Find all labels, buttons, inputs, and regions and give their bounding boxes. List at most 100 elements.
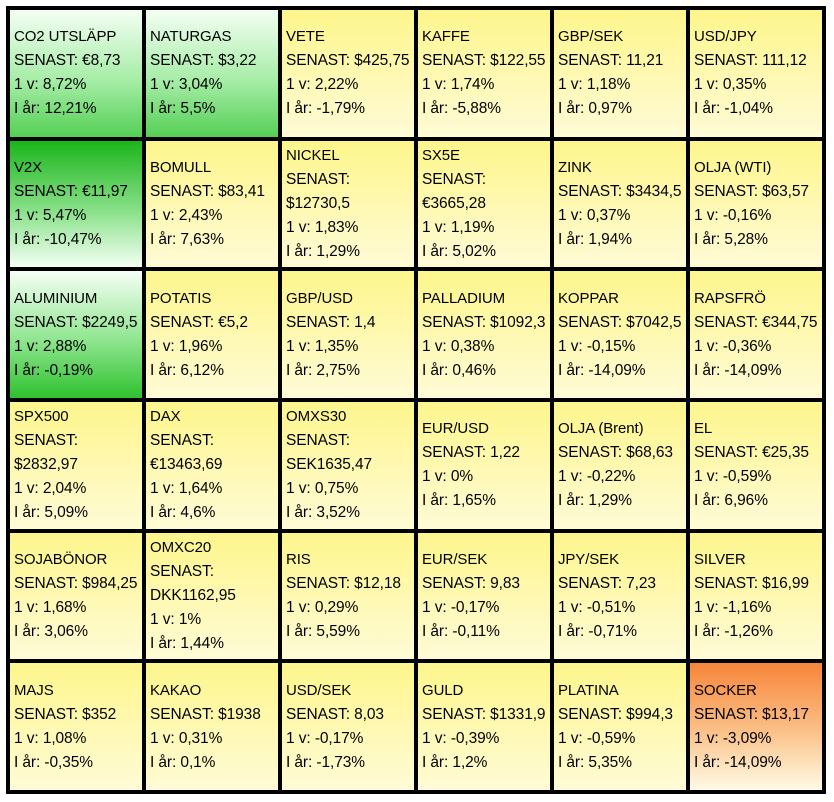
last-label: SENAST: [422,444,486,462]
last-row: SENAST: 1,4 [286,311,412,335]
week-row: 1 v: -0,51% [558,596,684,620]
last-row: SENAST: $3434,5 [558,180,684,204]
ytd-label: I år: [286,504,313,522]
last-label: SENAST: [558,52,622,70]
last-label: SENAST: [422,170,486,188]
tile-olja-wti[interactable]: OLJA (WTI) SENAST: $63,57 1 v: -0,16% I år:… [690,140,822,268]
week-value: 1% [178,610,202,628]
tile-eur-usd[interactable]: EUR/USD SENAST: 1,22 1 v: 0% I år: 1,65% [418,401,550,529]
tile-co2-utsläpp[interactable]: CO2 UTSLÄPP SENAST: €8,73 1 v: 8,72% I år: … [10,10,142,137]
ytd-label: I år: [150,361,177,379]
tile-bomull[interactable]: BOMULL SENAST: $83,41 1 v: 2,43% I år: 7,63… [146,140,278,268]
week-label: 1 v: [422,76,447,94]
ytd-label: I år: [558,361,585,379]
tile-usd-jpy[interactable]: USD/JPY SENAST: 111,12 1 v: 0,35% I år: -1,… [690,10,822,137]
tile-olja-brent[interactable]: OLJA (Brent) SENAST: $68,63 1 v: -0,22% I å… [554,401,686,529]
ytd-row: I år: 1,44% [150,632,276,656]
last-label: SENAST: [150,562,214,580]
tile-name: VETE [286,28,325,46]
tile-omxc20[interactable]: OMXC20 SENAST: DKK1162,95 1 v: 1% I år: 1,44… [146,532,278,660]
week-label: 1 v: [286,337,311,355]
tile-name: SOCKER [694,681,757,699]
tile-majs[interactable]: MAJS SENAST: $352 1 v: 1,08% I år: -0,35% [10,663,142,790]
tile-dax[interactable]: DAX SENAST: €13463,69 1 v: 1,64% I år: 4,6% [146,401,278,529]
last-row: SENAST: 1,22 [422,441,548,465]
ytd-row: I år: -14,09% [694,751,820,775]
last-row: SENAST: €25,35 [694,441,820,465]
week-label: 1 v: [14,480,39,498]
week-row: 1 v: 1,35% [286,335,412,359]
tile-vete[interactable]: VETE SENAST: $425,75 1 v: 2,22% I år: -1,79… [282,10,414,137]
tile-guld[interactable]: GULD SENAST: $1331,9 1 v: -0,39% I år: 1,2% [418,663,550,790]
ytd-row: I år: 1,94% [558,228,684,252]
tile-spx500[interactable]: SPX500 SENAST: $2832,97 1 v: 2,04% I år: 5,0… [10,401,142,529]
tile-koppar[interactable]: KOPPAR SENAST: $7042,5 1 v: -0,15% I år: -1… [554,271,686,398]
last-label: SENAST: [14,182,78,200]
ytd-value: 1,2% [452,753,488,771]
week-row: 1 v: 1,18% [558,73,684,97]
ytd-value: -5,88% [452,100,501,118]
last-label: SENAST: [422,313,486,331]
week-row: 1 v: -0,16% [694,204,820,228]
week-row: 1 v: 0,29% [286,596,412,620]
last-row: SENAST: $13,17 [694,703,820,727]
tile-ris[interactable]: RIS SENAST: $12,18 1 v: 0,29% I år: 5,59% [282,532,414,660]
week-value: -0,51% [586,598,636,616]
week-value: 1,96% [178,337,223,355]
tile-aluminium[interactable]: ALUMINIUM SENAST: $2249,5 1 v: 2,88% I år: … [10,271,142,398]
tile-gbp-usd[interactable]: GBP/USD SENAST: 1,4 1 v: 1,35% I år: 2,75% [282,271,414,398]
tile-name: ALUMINIUM [14,289,98,307]
tile-name: SOJABÖNOR [14,550,108,568]
ytd-value: -1,73% [316,753,365,771]
week-row: 1 v: 0,38% [422,335,548,359]
last-label: SENAST: [286,52,350,70]
week-row: 1 v: 0,31% [150,727,276,751]
week-row: 1 v: 1,19% [422,216,548,240]
ytd-label: I år: [422,492,449,510]
ytd-value: 1,44% [180,634,224,652]
tile-el[interactable]: EL SENAST: €25,35 1 v: -0,59% I år: 6,96% [690,401,822,529]
ytd-row: I år: -1,73% [286,751,412,775]
tile-kakao[interactable]: KAKAO SENAST: $1938 1 v: 0,31% I år: 0,1% [146,663,278,790]
tile-omxs30[interactable]: OMXS30 SENAST: SEK1635,47 1 v: 0,75% I år: 3… [282,401,414,529]
tile-nickel[interactable]: NICKEL SENAST: $12730,5 1 v: 1,83% I år: 1,2… [282,140,414,268]
tile-zink[interactable]: ZINK SENAST: $3434,5 1 v: 0,37% I år: 1,94% [554,140,686,268]
week-value: 2,88% [42,337,87,355]
week-row: 1 v: -0,59% [558,727,684,751]
last-value: $68,63 [626,444,673,462]
week-row: 1 v: 2,22% [286,73,412,97]
tile-rapsfrö[interactable]: RAPSFRÖ SENAST: €344,75 1 v: -0,36% I år: -… [690,271,822,398]
tile-socker[interactable]: SOCKER SENAST: $13,17 1 v: -3,09% I år: -14… [690,663,822,790]
tile-name: OMXC20 [150,538,212,556]
tile-sx5e[interactable]: SX5E SENAST: €3665,28 1 v: 1,19% I år: 5,02% [418,140,550,268]
last-row: SENAST: 111,12 [694,49,820,73]
last-row: SENAST: 11,21 [558,49,684,73]
last-value: €5,2 [218,313,248,331]
tile-eur-sek[interactable]: EUR/SEK SENAST: 9,83 1 v: -0,17% I år: -0,1… [418,532,550,660]
tile-kaffe[interactable]: KAFFE SENAST: $122,55 1 v: 1,74% I år: -5,8… [418,10,550,137]
week-value: 1,74% [450,76,495,94]
last-row: SENAST: $352 [14,703,140,727]
last-row: SENAST: $994,3 [558,703,684,727]
week-label: 1 v: [422,598,447,616]
tile-sojabönor[interactable]: SOJABÖNOR SENAST: $984,25 1 v: 1,68% I år: … [10,532,142,660]
week-label: 1 v: [694,468,719,486]
tile-silver[interactable]: SILVER SENAST: $16,99 1 v: -1,16% I år: -1,… [690,532,822,660]
last-value: 111,12 [762,52,807,70]
tile-platina[interactable]: PLATINA SENAST: $994,3 1 v: -0,59% I år: 5,… [554,663,686,790]
tile-usd-sek[interactable]: USD/SEK SENAST: 8,03 1 v: -0,17% I år: -1,7… [282,663,414,790]
tile-palladium[interactable]: PALLADIUM SENAST: $1092,3 1 v: 0,38% I år: … [418,271,550,398]
last-label: SENAST: [14,52,78,70]
week-row: 1 v: 1,74% [422,73,548,97]
week-value: -0,17% [314,729,364,747]
last-label: SENAST: [150,313,214,331]
ytd-row: I år: -5,88% [422,97,548,121]
last-value: $425,75 [354,52,410,70]
tile-potatis[interactable]: POTATIS SENAST: €5,2 1 v: 1,96% I år: 6,12% [146,271,278,398]
tile-jpy-sek[interactable]: JPY/SEK SENAST: 7,23 1 v: -0,51% I år: -0,7… [554,532,686,660]
tile-gbp-sek[interactable]: GBP/SEK SENAST: 11,21 1 v: 1,18% I år: 0,97… [554,10,686,137]
tile-naturgas[interactable]: NATURGAS SENAST: $3,22 1 v: 3,04% I år: 5,5… [146,10,278,137]
ytd-row: I år: 4,6% [150,501,276,525]
tile-v2x[interactable]: V2X SENAST: €11,97 1 v: 5,47% I år: -10,47% [10,140,142,268]
ytd-value: 5,09% [44,504,88,522]
